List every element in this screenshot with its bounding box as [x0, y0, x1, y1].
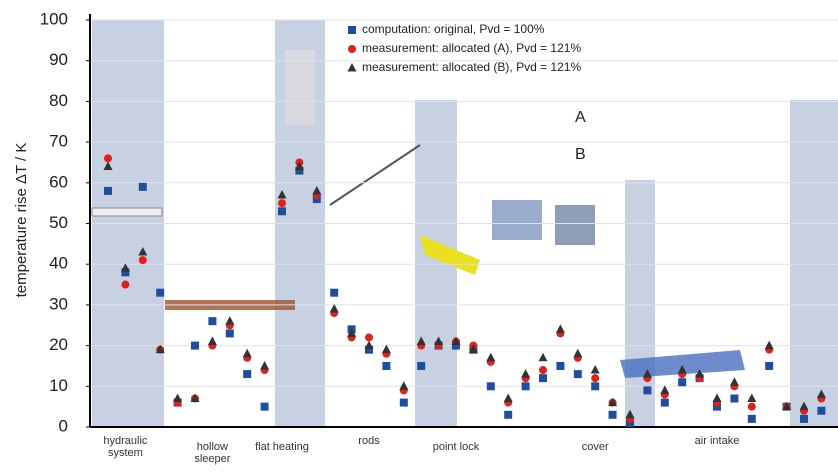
point: [556, 324, 565, 333]
point: [225, 316, 234, 325]
y-tick-label: 70: [49, 132, 68, 151]
point: [348, 63, 357, 72]
x-tick-label: point lock: [421, 441, 491, 453]
annotation: A: [575, 109, 586, 126]
chart: A B temperature rise ΔT / K computation:…: [0, 0, 838, 474]
point: [678, 378, 686, 386]
legend: computation: original, Pvd = 100% measure…: [348, 22, 582, 74]
point: [800, 415, 808, 423]
point: [348, 26, 356, 34]
point: [417, 362, 425, 370]
point: [747, 394, 756, 403]
y-tick-label: 40: [49, 254, 68, 273]
y-tick-label: 90: [49, 50, 68, 69]
point: [226, 329, 234, 337]
y-tick-label: 20: [49, 335, 68, 354]
x-tick-label: hollow sleeper: [177, 441, 247, 465]
point: [400, 399, 408, 407]
point: [504, 394, 513, 403]
point: [399, 381, 408, 390]
point: [139, 183, 147, 191]
point: [748, 415, 756, 423]
y-tick-label: 60: [49, 172, 68, 191]
point: [591, 382, 599, 390]
point: [661, 399, 669, 407]
point: [382, 362, 390, 370]
point: [330, 289, 338, 297]
point: [591, 374, 599, 382]
point: [243, 370, 251, 378]
y-tick-label: 10: [49, 376, 68, 395]
point: [278, 199, 286, 207]
y-tick-label: 30: [49, 294, 68, 313]
point: [539, 353, 548, 362]
point: [730, 377, 739, 386]
point: [487, 382, 495, 390]
annotation: B: [575, 146, 586, 163]
x-tick-label: rods: [334, 435, 404, 447]
point: [208, 317, 216, 325]
point: [643, 386, 651, 394]
point: [817, 407, 825, 415]
y-tick-label: 100: [40, 9, 68, 28]
point: [591, 365, 600, 374]
point: [243, 349, 252, 358]
point: [365, 333, 373, 341]
point: [261, 403, 269, 411]
x-tick-label: hydraulic system: [90, 435, 160, 459]
point: [539, 366, 547, 374]
y-tick-label: 0: [59, 416, 68, 435]
page: A B temperature rise ΔT / K computation:…: [0, 0, 838, 474]
x-tick-label: cover: [560, 441, 630, 453]
legend-label: measurement: allocated (B), Pvd = 121%: [362, 60, 581, 74]
point: [522, 382, 530, 390]
point: [539, 374, 547, 382]
point: [748, 403, 756, 411]
x-tick-label: flat heating: [247, 441, 317, 453]
point: [173, 394, 182, 403]
point: [278, 207, 286, 215]
legend-label: computation: original, Pvd = 100%: [362, 22, 545, 36]
point: [765, 362, 773, 370]
legend-label: measurement: allocated (A), Pvd = 121%: [362, 41, 581, 55]
point: [609, 411, 617, 419]
point: [365, 341, 374, 350]
point: [260, 361, 269, 370]
point: [348, 45, 356, 53]
point: [713, 394, 722, 403]
y-axis-label: temperature rise ΔT / K: [13, 143, 30, 298]
point: [730, 395, 738, 403]
y-tick-label: 50: [49, 213, 68, 232]
x-tick-label: air intake: [682, 435, 752, 447]
point: [156, 289, 164, 297]
point: [139, 256, 147, 264]
y-tick-label: 80: [49, 91, 68, 110]
point: [104, 187, 112, 195]
point: [191, 342, 199, 350]
point: [521, 369, 530, 378]
point: [486, 353, 495, 362]
point: [574, 370, 582, 378]
point: [573, 349, 582, 358]
point: [556, 362, 564, 370]
point: [121, 281, 129, 289]
point: [104, 154, 112, 162]
point: [504, 411, 512, 419]
point: [765, 341, 774, 350]
point: [208, 337, 217, 346]
